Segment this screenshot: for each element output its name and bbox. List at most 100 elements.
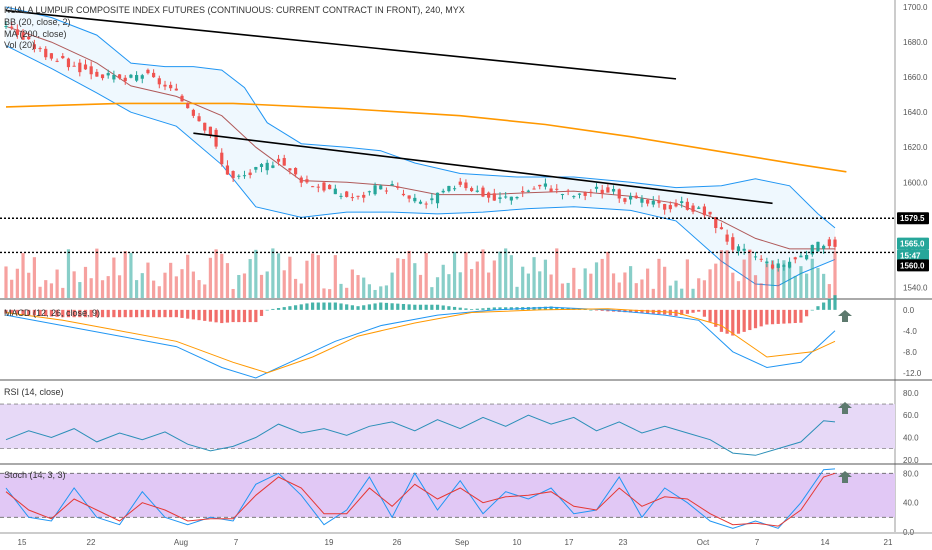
candle-body[interactable] — [441, 190, 445, 193]
candle-body[interactable] — [339, 195, 343, 197]
candle-body[interactable] — [21, 32, 25, 40]
candle-body[interactable] — [100, 74, 105, 79]
candle-body[interactable] — [418, 201, 423, 204]
candle-body[interactable] — [822, 245, 826, 249]
candle-body[interactable] — [282, 158, 286, 166]
candle-body[interactable] — [299, 177, 303, 183]
rsi-pane[interactable]: 80.0 60.0 40.0 20.0 — [0, 389, 932, 465]
candle-body[interactable] — [49, 53, 54, 59]
candle-body[interactable] — [481, 187, 485, 197]
macd-pane[interactable]: 0.0 -4.0 -8.0 -12.0 — [0, 295, 932, 381]
candle-body[interactable] — [384, 190, 389, 192]
candle-body[interactable] — [430, 198, 434, 201]
trend-line[interactable] — [5, 9, 677, 80]
candle-body[interactable] — [651, 200, 655, 205]
candle-body[interactable] — [674, 202, 678, 207]
candle-body[interactable] — [583, 192, 587, 196]
candle-body[interactable] — [787, 261, 792, 268]
candle-body[interactable] — [95, 71, 99, 77]
candle-body[interactable] — [367, 191, 371, 193]
candle-body[interactable] — [163, 84, 167, 87]
rsi-legend[interactable]: RSI (14, close) — [4, 387, 64, 397]
candle-body[interactable] — [725, 234, 729, 242]
candle-body[interactable] — [152, 72, 156, 78]
candle-body[interactable] — [356, 195, 360, 197]
ma200-line[interactable] — [5, 102, 847, 173]
candle-body[interactable] — [322, 182, 326, 191]
candle-body[interactable] — [589, 191, 593, 193]
candle-body[interactable] — [816, 241, 820, 252]
candle-body[interactable] — [220, 152, 224, 165]
trend-line[interactable] — [193, 132, 773, 205]
candle-body[interactable] — [663, 204, 667, 210]
candle-body[interactable] — [78, 62, 82, 73]
candle-body[interactable] — [117, 74, 122, 79]
candle-body[interactable] — [770, 264, 775, 269]
candle-body[interactable] — [742, 248, 746, 251]
stoch-legend[interactable]: Stoch (14, 3, 3) — [4, 470, 66, 480]
candle-body[interactable] — [174, 88, 178, 91]
candle-body[interactable] — [521, 191, 525, 193]
candle-body[interactable] — [169, 84, 173, 89]
candle-body[interactable] — [55, 60, 59, 62]
candle-body[interactable] — [134, 75, 139, 81]
candle-body[interactable] — [72, 65, 76, 67]
candle-body[interactable] — [146, 69, 150, 74]
candle-body[interactable] — [373, 185, 377, 195]
candle-body[interactable] — [242, 175, 247, 177]
candle-body[interactable] — [702, 206, 707, 216]
candle-body[interactable] — [668, 205, 672, 210]
candle-body[interactable] — [691, 205, 695, 212]
candle-body[interactable] — [810, 244, 814, 255]
candle-body[interactable] — [606, 187, 610, 193]
candle-body[interactable] — [538, 184, 542, 187]
candle-body[interactable] — [38, 48, 42, 50]
candle-body[interactable] — [316, 186, 320, 188]
candle-body[interactable] — [259, 164, 264, 167]
up-arrow-icon[interactable] — [838, 310, 852, 322]
candle-body[interactable] — [191, 109, 195, 116]
candle-body[interactable] — [657, 200, 661, 204]
candle-body[interactable] — [140, 75, 144, 79]
candle-body[interactable] — [833, 239, 837, 247]
candle-body[interactable] — [83, 64, 88, 70]
candle-body[interactable] — [413, 197, 417, 202]
candle-body[interactable] — [470, 188, 474, 192]
up-arrow-icon[interactable] — [838, 471, 852, 483]
candle-body[interactable] — [623, 198, 627, 202]
candle-body[interactable] — [333, 188, 337, 195]
candle-body[interactable] — [129, 74, 133, 78]
candle-body[interactable] — [112, 74, 116, 80]
candle-body[interactable] — [379, 185, 383, 190]
candle-body[interactable] — [396, 186, 400, 188]
candle-body[interactable] — [572, 196, 576, 198]
macd-legend[interactable]: MACD (12, 26, close, 9) — [4, 308, 100, 318]
candle-body[interactable] — [708, 211, 712, 215]
candle-body[interactable] — [776, 263, 780, 268]
candle-body[interactable] — [452, 188, 457, 190]
candle-body[interactable] — [492, 193, 496, 201]
candle-body[interactable] — [532, 188, 536, 190]
candle-body[interactable] — [566, 190, 570, 192]
candle-body[interactable] — [458, 181, 462, 185]
candle-body[interactable] — [208, 126, 213, 136]
candle-body[interactable] — [447, 185, 451, 192]
candle-body[interactable] — [680, 201, 684, 203]
candle-body[interactable] — [106, 73, 110, 76]
candle-body[interactable] — [4, 26, 8, 28]
candle-body[interactable] — [736, 246, 741, 252]
candle-body[interactable] — [401, 193, 406, 196]
candle-body[interactable] — [628, 195, 633, 200]
candle-body[interactable] — [634, 195, 638, 199]
candle-body[interactable] — [498, 197, 502, 199]
candle-body[interactable] — [475, 190, 479, 192]
stoch-d-line[interactable] — [5, 472, 836, 527]
candle-body[interactable] — [577, 193, 582, 195]
candle-body[interactable] — [759, 258, 763, 260]
candle-body[interactable] — [611, 188, 616, 192]
candle-body[interactable] — [231, 171, 235, 179]
candle-body[interactable] — [509, 196, 513, 201]
candle-body[interactable] — [66, 58, 71, 68]
candle-body[interactable] — [827, 239, 831, 247]
bb-legend[interactable]: BB (20, close, 2) — [4, 17, 71, 27]
